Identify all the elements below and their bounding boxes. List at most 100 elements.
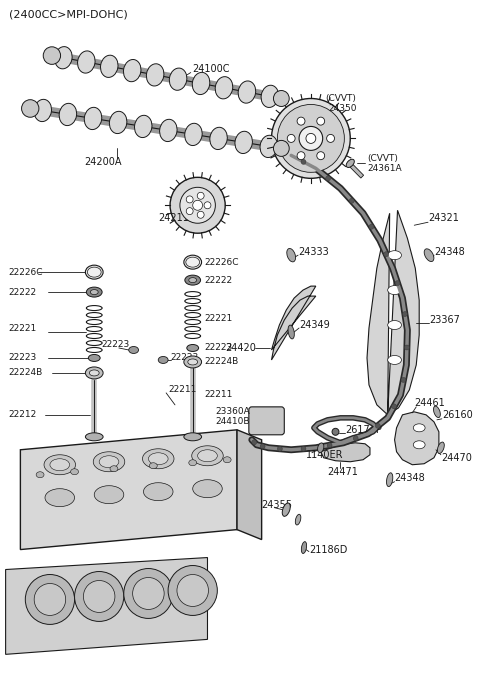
Circle shape (301, 446, 306, 452)
Text: 24361A: 24361A (367, 164, 402, 173)
Ellipse shape (123, 59, 141, 82)
Ellipse shape (99, 456, 119, 468)
Ellipse shape (238, 81, 256, 103)
Circle shape (317, 117, 324, 125)
Ellipse shape (187, 345, 199, 352)
Text: 24348: 24348 (395, 473, 425, 483)
Ellipse shape (301, 541, 307, 554)
Ellipse shape (109, 112, 127, 134)
Polygon shape (237, 430, 262, 539)
Circle shape (299, 126, 323, 150)
Circle shape (132, 577, 164, 610)
Text: 24333: 24333 (298, 247, 329, 257)
Circle shape (272, 99, 350, 178)
Ellipse shape (235, 131, 252, 153)
Ellipse shape (94, 485, 124, 504)
Circle shape (192, 200, 203, 210)
Circle shape (297, 151, 305, 160)
Text: (CVVT): (CVVT) (325, 94, 357, 103)
Ellipse shape (93, 452, 125, 472)
Ellipse shape (437, 442, 444, 454)
Circle shape (384, 251, 389, 257)
Ellipse shape (260, 135, 277, 158)
Ellipse shape (34, 99, 51, 122)
Ellipse shape (287, 249, 296, 262)
Circle shape (402, 312, 408, 316)
Ellipse shape (388, 251, 401, 260)
Ellipse shape (184, 255, 202, 269)
Circle shape (168, 566, 217, 615)
Text: 24470: 24470 (441, 453, 472, 463)
Circle shape (204, 201, 211, 209)
Polygon shape (272, 286, 316, 360)
Text: 24321: 24321 (428, 213, 459, 223)
Text: 22223: 22223 (101, 341, 130, 349)
Ellipse shape (85, 433, 103, 441)
Ellipse shape (388, 356, 401, 364)
Polygon shape (20, 430, 237, 550)
Circle shape (317, 151, 324, 160)
Ellipse shape (295, 514, 301, 525)
Ellipse shape (88, 354, 100, 362)
Circle shape (274, 91, 289, 107)
Ellipse shape (143, 449, 174, 468)
Text: 24350: 24350 (329, 104, 357, 113)
FancyBboxPatch shape (249, 407, 284, 435)
Ellipse shape (45, 489, 74, 506)
Ellipse shape (148, 453, 168, 464)
Ellipse shape (386, 473, 393, 487)
Ellipse shape (223, 457, 231, 463)
Ellipse shape (413, 441, 425, 449)
Ellipse shape (184, 356, 202, 368)
Circle shape (170, 177, 225, 233)
Ellipse shape (160, 119, 177, 141)
Circle shape (401, 377, 406, 383)
Text: 1140ER: 1140ER (306, 450, 344, 460)
Ellipse shape (332, 429, 339, 435)
Text: 22223: 22223 (9, 354, 37, 362)
Circle shape (260, 443, 265, 449)
Circle shape (369, 224, 374, 229)
Text: 22223: 22223 (204, 343, 233, 352)
Ellipse shape (78, 51, 95, 73)
Circle shape (405, 345, 409, 350)
Polygon shape (321, 443, 370, 462)
Text: 24211: 24211 (158, 213, 189, 223)
Text: 22211: 22211 (168, 385, 196, 394)
Text: 22226C: 22226C (9, 268, 43, 276)
Text: 23367: 23367 (429, 315, 460, 325)
Ellipse shape (50, 459, 70, 470)
Ellipse shape (192, 480, 222, 498)
Ellipse shape (129, 347, 139, 354)
Ellipse shape (134, 116, 152, 137)
Circle shape (277, 105, 344, 172)
Circle shape (84, 581, 115, 612)
Text: 22221: 22221 (9, 324, 37, 333)
Ellipse shape (189, 278, 197, 283)
Text: 24200A: 24200A (84, 158, 122, 168)
Text: 24348: 24348 (434, 247, 465, 257)
Ellipse shape (186, 257, 200, 267)
Ellipse shape (110, 466, 118, 472)
Circle shape (274, 141, 289, 156)
Ellipse shape (388, 320, 401, 329)
Circle shape (186, 208, 193, 215)
Text: 24410B: 24410B (216, 417, 250, 427)
Circle shape (395, 281, 400, 285)
Polygon shape (395, 412, 439, 464)
Ellipse shape (288, 325, 294, 339)
Ellipse shape (44, 455, 75, 475)
Ellipse shape (85, 265, 103, 279)
Ellipse shape (149, 463, 157, 468)
Ellipse shape (261, 85, 278, 107)
Polygon shape (367, 210, 419, 415)
Ellipse shape (71, 468, 79, 475)
Circle shape (34, 583, 66, 615)
Text: 22222: 22222 (204, 276, 233, 285)
Ellipse shape (189, 460, 197, 466)
Ellipse shape (59, 103, 77, 126)
Circle shape (325, 176, 331, 180)
Text: 22226C: 22226C (204, 258, 239, 266)
Circle shape (25, 575, 74, 625)
Ellipse shape (89, 370, 99, 376)
